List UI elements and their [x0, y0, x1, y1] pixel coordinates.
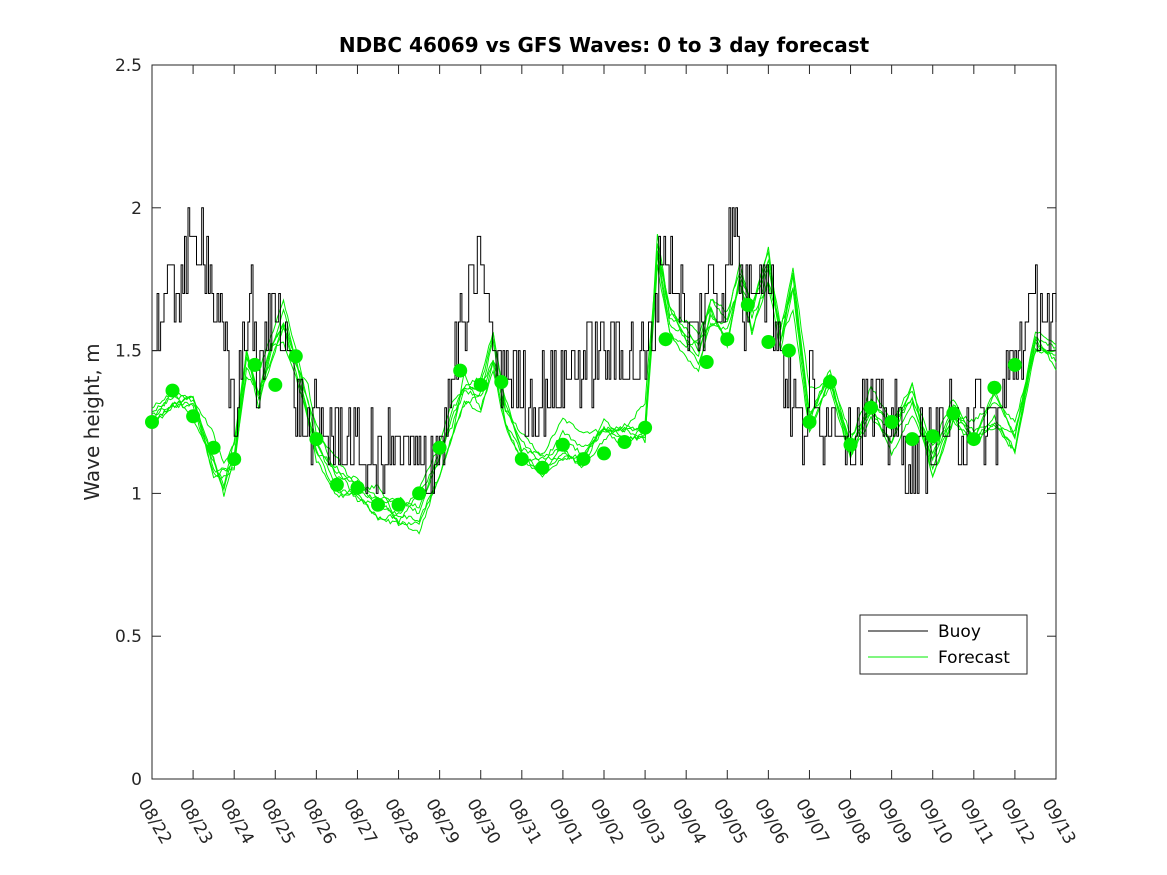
forecast-marker: [145, 415, 159, 429]
y-tick-label: 2.5: [115, 56, 142, 76]
forecast-marker: [186, 409, 201, 424]
y-tick-label: 0: [131, 770, 142, 790]
forecast-marker: [781, 343, 796, 358]
forecast-marker: [638, 420, 653, 435]
y-axis-ticks: 0 0.5 1 1.5 2 2.5: [115, 56, 1056, 790]
forecast-marker: [966, 432, 981, 447]
forecast-marker: [843, 437, 858, 452]
forecast-marker: [371, 497, 385, 512]
forecast-marker: [535, 460, 550, 475]
forecast-markers: [145, 297, 1022, 512]
forecast-marker: [740, 297, 755, 312]
forecast-marker: [350, 480, 365, 495]
forecast-marker: [412, 486, 427, 501]
forecast-marker: [329, 477, 344, 492]
forecast-marker: [720, 332, 735, 347]
forecast-marker: [576, 452, 591, 467]
forecast-marker: [453, 363, 468, 378]
forecast-marker: [761, 335, 776, 349]
y-tick-label: 1.5: [115, 342, 142, 362]
forecast-marker: [555, 437, 570, 452]
forecast-marker: [494, 375, 509, 389]
buoy-line: [152, 207, 1057, 494]
legend: Buoy Forecast: [859, 614, 1028, 675]
forecast-marker: [391, 497, 406, 512]
forecast-marker: [432, 440, 447, 455]
forecast-marker: [905, 432, 920, 447]
forecast-marker: [699, 355, 714, 369]
forecast-marker: [165, 383, 180, 398]
forecast-marker: [473, 377, 488, 392]
forecast-marker: [268, 377, 283, 392]
forecast-marker: [987, 380, 1002, 395]
y-axis-label: Wave height, m: [80, 343, 104, 500]
forecast-marker: [658, 332, 673, 347]
forecast-marker: [802, 415, 817, 429]
forecast-marker: [884, 415, 899, 429]
forecast-marker: [514, 452, 529, 467]
y-tick-label: 2: [131, 199, 142, 219]
forecast-marker: [1007, 357, 1022, 372]
forecast-marker: [946, 406, 961, 421]
forecast-marker: [597, 446, 611, 461]
y-tick-label: 0.5: [115, 627, 142, 647]
forecast-marker: [206, 440, 221, 455]
legend-buoy-label: Buoy: [938, 622, 981, 642]
chart-title: NDBC 46069 vs GFS Waves: 0 to 3 day fore…: [339, 33, 870, 57]
forecast-marker: [247, 357, 262, 372]
series-layer: [151, 207, 1057, 535]
y-tick-label: 1: [131, 484, 142, 504]
legend-box: [859, 614, 1028, 675]
forecast-marker: [617, 435, 632, 449]
forecast-marker: [925, 429, 940, 444]
forecast-marker: [864, 400, 879, 415]
forecast-marker: [288, 349, 303, 364]
forecast-marker: [227, 452, 242, 467]
forecast-marker: [309, 432, 324, 447]
legend-forecast-label: Forecast: [938, 648, 1010, 668]
forecast-marker: [823, 375, 837, 389]
